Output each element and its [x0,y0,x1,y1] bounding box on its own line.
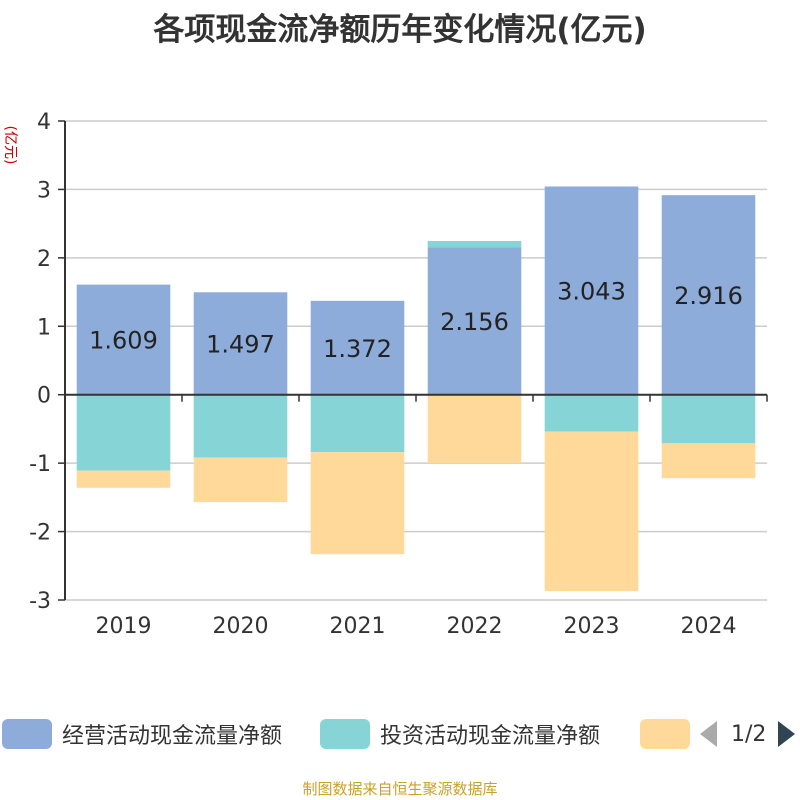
y-tick-label: 0 [37,384,51,409]
legend-item-operating[interactable]: 经营活动现金流量净额 [2,714,282,754]
y-tick-label: 3 [37,178,51,203]
legend-swatch-investing [320,719,370,749]
legend-swatch-financing [640,719,690,749]
data-label: 1.372 [323,335,392,363]
data-label: 1.609 [89,327,158,355]
bar-2020-series-1 [193,394,288,458]
x-tick-label: 2021 [330,614,386,639]
source-note: 制图数据来自恒生聚源数据库 [302,780,498,798]
bar-2021-series-1 [310,394,405,453]
pager-next-icon[interactable] [778,721,796,747]
y-tick-label: 4 [37,110,51,135]
x-tick-label: 2024 [681,614,737,639]
bar-2023-series-1 [544,394,639,432]
bar-2023-series-2 [544,431,639,592]
bar-2024-series-2 [661,443,756,479]
bar-2019-series-1 [76,394,171,471]
bar-2019-series-2 [76,470,171,488]
x-tick-label: 2023 [564,614,620,639]
legend-label-operating: 经营活动现金流量净额 [62,724,283,749]
y-tick-label: -3 [29,589,51,614]
data-label: 2.156 [440,308,509,336]
y-tick-label: 1 [37,315,51,340]
legend-label-investing: 投资活动现金流量净额 [380,724,601,749]
y-tick-label: -2 [29,521,51,546]
pager-prev-icon[interactable] [700,721,717,747]
legend-pager: 1/2 [700,714,796,754]
bar-2021-series-0 [310,300,405,395]
bar-2019-series-0 [76,284,171,395]
legend-swatch-operating [2,719,52,749]
y-tick-label: -1 [29,452,51,477]
bar-2022-series-2 [427,394,522,464]
legend-item-investing[interactable]: 投资活动现金流量净额 [320,714,600,754]
bar-2020-series-0 [193,292,288,395]
bar-2021-series-2 [310,452,405,555]
legend-item-financing[interactable] [640,714,700,754]
bar-2020-series-2 [193,457,288,503]
x-tick-label: 2020 [213,614,269,639]
pager-page-indicator: 1/2 [731,721,767,747]
chart-title: 各项现金流净额历年变化情况(亿元) [153,12,647,48]
bar-2022-series-1 [427,241,522,248]
y-axis-title: (亿元) [2,126,18,165]
x-tick-label: 2022 [447,614,503,639]
x-tick-label: 2019 [96,614,152,639]
data-label: 1.497 [206,330,275,358]
data-label: 2.916 [674,282,743,310]
bar-2022-series-0 [427,247,522,395]
bar-2024-series-1 [661,394,756,444]
data-label: 3.043 [557,278,626,306]
bar-2024-series-0 [661,195,756,395]
bar-2023-series-0 [544,186,639,395]
y-tick-label: 2 [37,247,51,272]
